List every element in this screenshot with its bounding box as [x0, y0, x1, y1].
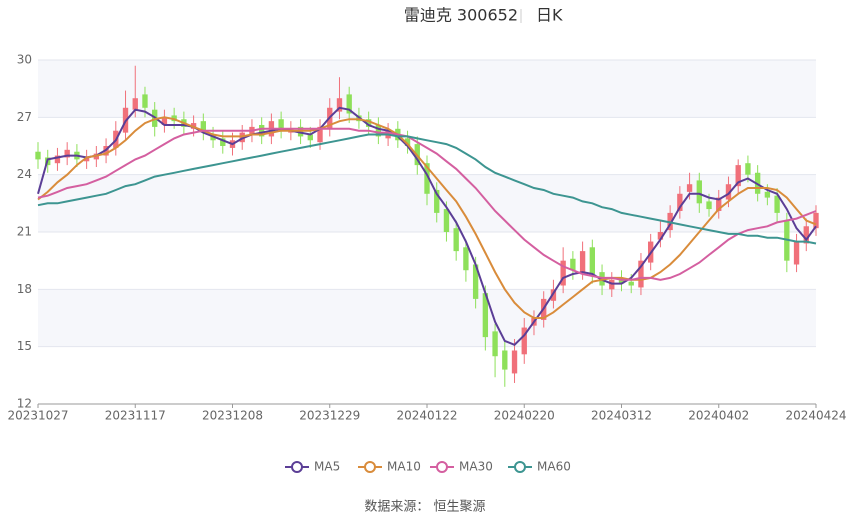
x-tick-label: 20240402: [688, 409, 749, 423]
candle-body: [803, 226, 809, 244]
candle-body: [638, 260, 644, 288]
x-tick-label: 20240220: [494, 409, 555, 423]
legend-item: MA5: [285, 460, 340, 474]
x-tick-label: 20231027: [7, 409, 68, 423]
candle-body: [774, 195, 780, 213]
candle-body: [278, 119, 284, 131]
ma-line: [37, 133, 817, 245]
legend-item: MA60: [508, 460, 571, 474]
candle-body: [161, 117, 168, 125]
y-tick-label: 24: [17, 167, 32, 181]
source: 数据来源： 恒生聚源: [364, 500, 485, 515]
candle-body: [793, 241, 800, 265]
y-tick-label: 21: [17, 225, 32, 239]
legend-item: MA10: [358, 460, 421, 474]
x-tick-label: 20231117: [105, 409, 166, 423]
candle-body: [220, 138, 226, 146]
plot-band: [38, 289, 816, 347]
candle-body: [550, 289, 557, 301]
ma-line: [37, 116, 817, 319]
candle-body: [365, 119, 372, 127]
candle-body: [375, 124, 382, 137]
candle-body: [813, 212, 819, 229]
x-tick-label: 20231208: [202, 409, 263, 423]
candle-body: [307, 134, 313, 141]
legend-symbol: [514, 461, 526, 473]
candle-body: [346, 94, 352, 114]
candle-body: [404, 138, 411, 146]
legend-label: MA30: [459, 460, 493, 474]
candle-body: [677, 193, 683, 211]
y-tick-label: 15: [17, 339, 32, 353]
candle-body: [725, 184, 732, 200]
candle-body: [132, 98, 138, 110]
candle-body: [492, 331, 498, 357]
x-tick-label: 20231229: [299, 409, 360, 423]
candle-body: [443, 209, 450, 232]
candle-body: [463, 247, 469, 271]
candle-body: [696, 180, 702, 204]
candle-body: [453, 228, 459, 252]
candle-body: [686, 184, 693, 192]
candle-body: [64, 149, 70, 158]
candle-body: [764, 191, 771, 198]
candle-body: [259, 124, 265, 137]
candle-body: [54, 155, 61, 164]
candle-body: [579, 251, 586, 273]
ma-line: [37, 106, 817, 346]
legend-label: MA10: [387, 460, 421, 474]
candle-body: [570, 258, 576, 271]
legend-symbol: [364, 461, 376, 473]
chart-title: 雷迪克 300652: [404, 6, 518, 25]
candle-body: [83, 157, 90, 162]
candle-body: [35, 151, 41, 160]
candle-body: [511, 350, 518, 374]
y-tick-label: 30: [17, 53, 32, 67]
candle-body: [745, 163, 751, 175]
candle-body: [502, 350, 508, 370]
candle-body: [628, 281, 634, 286]
candle-body: [317, 126, 323, 143]
candle-body: [657, 232, 664, 240]
chart-subtitle: 日K: [536, 6, 563, 25]
candle-body: [706, 201, 712, 210]
x-tick-label: 20240312: [591, 409, 652, 423]
legend-label: MA5: [314, 460, 340, 474]
candle-body: [521, 327, 527, 355]
y-tick-label: 18: [17, 282, 32, 296]
candle-body: [424, 163, 430, 194]
candle-body: [434, 189, 440, 213]
candle-body: [336, 98, 343, 112]
candle-body: [560, 260, 566, 286]
x-tick-label: 20240424: [785, 409, 846, 423]
candle-body: [482, 293, 489, 338]
legend-symbol: [291, 461, 303, 473]
y-tick-label: 27: [17, 110, 32, 124]
candle-body: [716, 197, 722, 211]
candle-body: [472, 264, 479, 299]
legend-item: MA30: [430, 460, 493, 474]
candle-body: [589, 247, 595, 275]
plot-band: [38, 60, 816, 118]
ma-line: [37, 127, 817, 281]
legend-label: MA60: [537, 460, 571, 474]
x-tick-label: 20240122: [396, 409, 457, 423]
candle-body: [142, 94, 148, 108]
y-tick-label: 12: [17, 397, 32, 411]
candle-body: [735, 165, 741, 187]
legend-symbol: [436, 461, 448, 473]
candle-body: [200, 121, 206, 133]
